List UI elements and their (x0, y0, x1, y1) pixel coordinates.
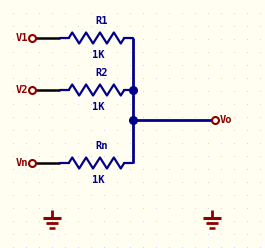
Text: Vo: Vo (220, 115, 232, 125)
Text: Vn: Vn (15, 158, 28, 168)
Text: R2: R2 (95, 68, 108, 78)
Text: 1K: 1K (92, 102, 105, 112)
Text: Rn: Rn (95, 141, 108, 151)
Text: 1K: 1K (92, 50, 105, 60)
Text: R1: R1 (95, 16, 108, 26)
Text: V2: V2 (15, 85, 28, 95)
Text: V1: V1 (15, 33, 28, 43)
Text: 1K: 1K (92, 175, 105, 185)
